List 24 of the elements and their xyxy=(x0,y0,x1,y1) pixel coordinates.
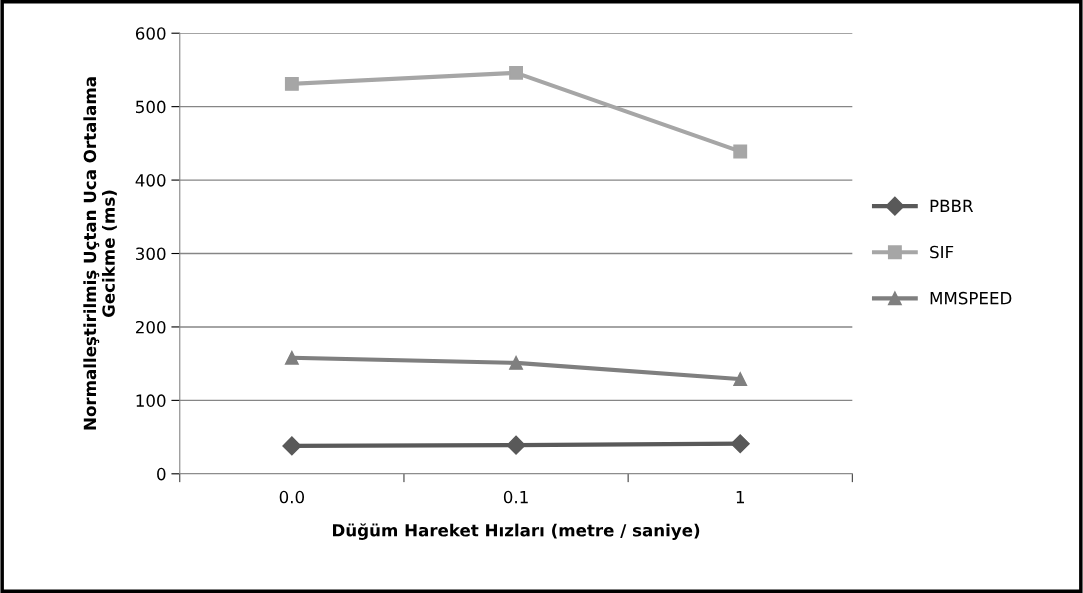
point xyxy=(733,372,748,387)
point xyxy=(509,355,523,370)
y-tick-label: 0 xyxy=(157,467,166,481)
y-tick-label: 400 xyxy=(135,174,166,187)
y-tick-label: 100 xyxy=(136,394,166,407)
y-tick-label: 200 xyxy=(135,320,166,334)
x-tick-label: 1 xyxy=(736,490,744,504)
x-axis-title: Düğüm Hareket Hızları (metre / saniye) xyxy=(333,523,700,540)
point xyxy=(509,65,523,80)
y-tick-label: 500 xyxy=(136,100,166,114)
point xyxy=(284,350,299,365)
point xyxy=(730,434,750,454)
y-tick-label: 300 xyxy=(136,247,166,261)
point xyxy=(284,76,299,91)
x-tick-label: 0.1 xyxy=(503,490,528,504)
point xyxy=(282,436,302,456)
x-tick-label: 0.0 xyxy=(279,490,305,504)
legend-label: SIF xyxy=(930,245,954,259)
y-tick-label: 600 xyxy=(135,27,166,40)
point xyxy=(733,144,748,159)
legend-label: PBBR xyxy=(930,199,974,212)
legend-label: MMSPEED xyxy=(930,291,1012,305)
y-axis-title: Normalleştirilmiş Uçtan Uca Ortalama Gecikme (ms) xyxy=(83,77,117,430)
point xyxy=(506,435,526,455)
